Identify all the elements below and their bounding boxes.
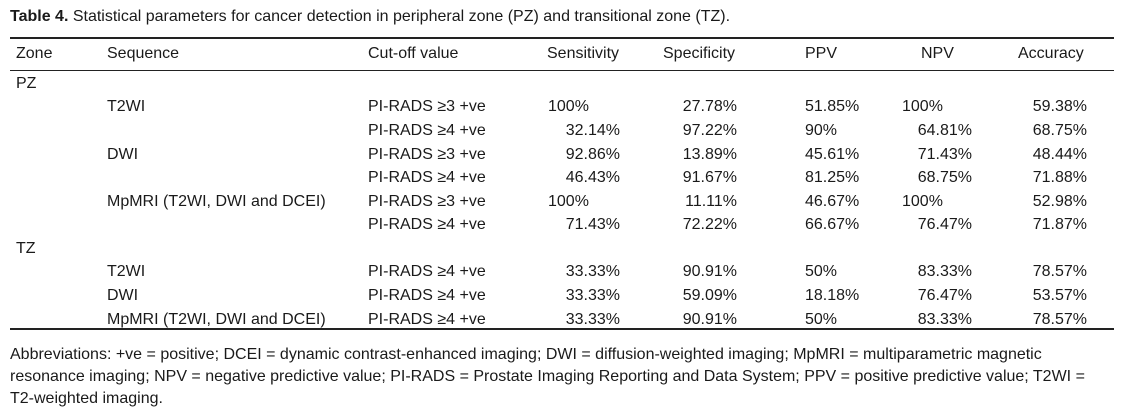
table-caption: Table 4. Statistical parameters for canc… [10, 7, 730, 27]
cell-npv: 100% [902, 193, 943, 210]
cell-sensitivity: 71.43% [565, 216, 620, 233]
cell-ppv: 50% [805, 311, 838, 328]
abbreviations-footnote: Abbreviations: +ve = positive; DCEI = dy… [10, 346, 1085, 407]
header-cutoff: Cut-off value [368, 45, 459, 62]
cell-npv: 83.33% [917, 263, 972, 280]
cell-accuracy: 52.98% [1032, 193, 1087, 210]
cell-accuracy: 68.75% [1032, 122, 1087, 139]
cell-sequence: MpMRI (T2WI, DWI and DCEI) [107, 311, 326, 328]
cell-accuracy: 71.87% [1032, 216, 1087, 233]
cell-ppv: 90% [805, 122, 838, 139]
cell-cutoff: PI-RADS ≥3 +ve [368, 98, 486, 115]
cell-accuracy: 59.38% [1032, 98, 1087, 115]
header-zone: Zone [16, 45, 53, 62]
cell-ppv: 50% [805, 263, 838, 280]
cell-sensitivity: 46.43% [565, 169, 620, 186]
table-caption-text: Statistical parameters for cancer detect… [68, 8, 731, 25]
table-label: Table 4. [10, 8, 69, 25]
cell-cutoff: PI-RADS ≥3 +ve [368, 193, 486, 210]
cell-ppv: 46.67% [805, 193, 860, 210]
cell-sensitivity: 33.33% [565, 311, 620, 328]
cell-accuracy: 53.57% [1032, 287, 1087, 304]
cell-sensitivity: 32.14% [565, 122, 620, 139]
cell-sensitivity: 92.86% [565, 146, 620, 163]
header-specificity: Specificity [663, 45, 736, 62]
cell-ppv: 81.25% [805, 169, 860, 186]
cell-sensitivity: 33.33% [565, 287, 620, 304]
cell-sequence: MpMRI (T2WI, DWI and DCEI) [107, 193, 326, 210]
header-rule [10, 70, 1114, 71]
cell-specificity: 90.91% [682, 263, 737, 280]
header-sensitivity: Sensitivity [547, 45, 620, 62]
bottom-rule [10, 328, 1114, 330]
cell-sensitivity: 33.33% [565, 263, 620, 280]
cell-npv: 76.47% [917, 216, 972, 233]
cell-sequence: DWI [107, 146, 139, 163]
cell-specificity: 13.89% [682, 146, 737, 163]
cell-accuracy: 48.44% [1032, 146, 1087, 163]
cell-ppv: 45.61% [805, 146, 860, 163]
cell-cutoff: PI-RADS ≥4 +ve [368, 169, 486, 186]
cell-sequence: DWI [107, 287, 139, 304]
cell-npv: 64.81% [917, 122, 972, 139]
cell-zone: PZ [16, 75, 37, 92]
cell-specificity: 91.67% [682, 169, 737, 186]
cell-specificity: 90.91% [682, 311, 737, 328]
cell-cutoff: PI-RADS ≥4 +ve [368, 287, 486, 304]
cell-specificity: 11.11% [685, 193, 737, 210]
cell-specificity: 27.78% [682, 98, 737, 115]
cell-sequence: T2WI [107, 263, 146, 280]
header-npv: NPV [921, 45, 954, 62]
cell-cutoff: PI-RADS ≥4 +ve [368, 122, 486, 139]
cell-sequence: T2WI [107, 98, 146, 115]
top-rule [10, 37, 1114, 39]
cell-sensitivity: 100% [548, 98, 589, 115]
cell-accuracy: 78.57% [1032, 311, 1087, 328]
cell-specificity: 72.22% [682, 216, 737, 233]
cell-npv: 83.33% [917, 311, 972, 328]
cell-specificity: 59.09% [682, 287, 737, 304]
cell-ppv: 51.85% [805, 98, 860, 115]
cell-npv: 68.75% [917, 169, 972, 186]
header-sequence: Sequence [107, 45, 180, 62]
cell-ppv: 66.67% [805, 216, 860, 233]
cell-npv: 100% [902, 98, 943, 115]
cell-specificity: 97.22% [682, 122, 737, 139]
cell-npv: 71.43% [917, 146, 972, 163]
cell-sensitivity: 100% [548, 193, 589, 210]
cell-accuracy: 78.57% [1032, 263, 1087, 280]
header-accuracy: Accuracy [1018, 45, 1084, 62]
cell-zone: TZ [16, 240, 36, 257]
cell-npv: 76.47% [917, 287, 972, 304]
cell-cutoff: PI-RADS ≥3 +ve [368, 146, 486, 163]
cell-cutoff: PI-RADS ≥4 +ve [368, 216, 486, 233]
cell-cutoff: PI-RADS ≥4 +ve [368, 263, 486, 280]
cell-accuracy: 71.88% [1032, 169, 1087, 186]
cell-ppv: 18.18% [805, 287, 860, 304]
cell-cutoff: PI-RADS ≥4 +ve [368, 311, 486, 328]
header-ppv: PPV [805, 45, 838, 62]
